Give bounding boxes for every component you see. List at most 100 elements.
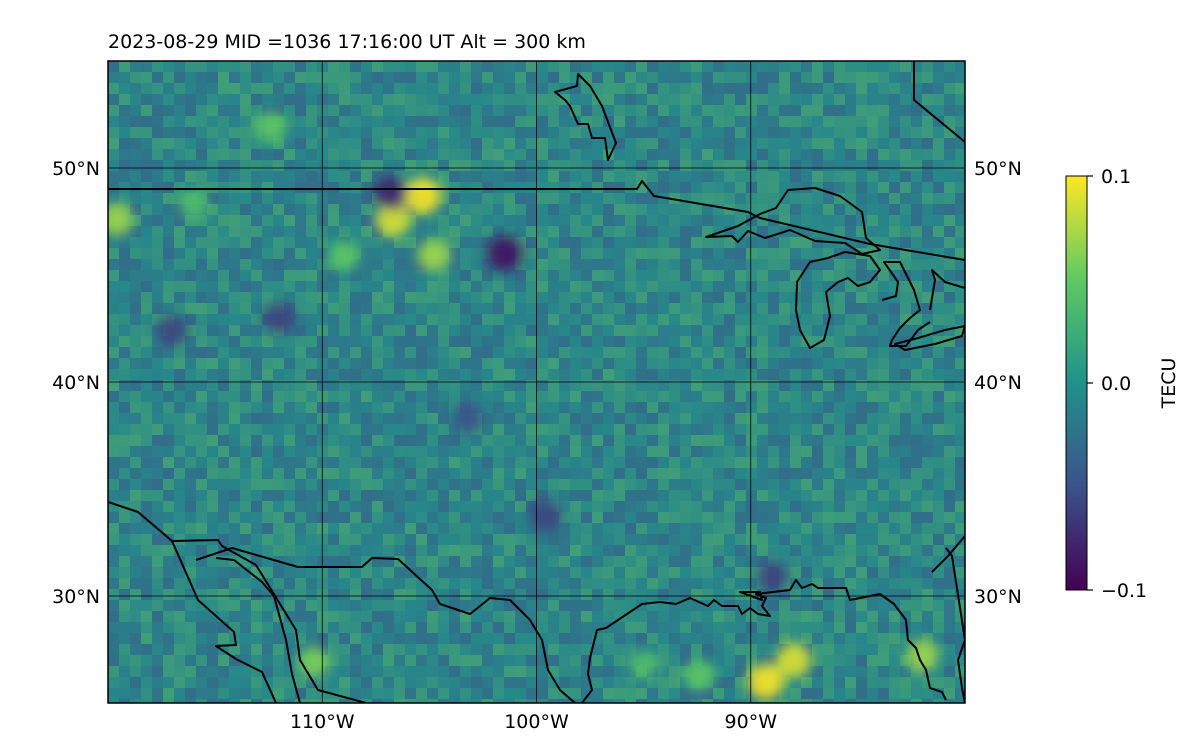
tec-cell xyxy=(669,237,680,248)
tec-cell xyxy=(174,611,185,622)
tec-cell xyxy=(218,105,229,116)
tec-cell xyxy=(856,193,867,204)
tec-cell xyxy=(680,490,691,501)
tec-cell xyxy=(185,72,196,83)
tec-cell xyxy=(636,611,647,622)
tec-cell xyxy=(185,622,196,633)
tec-cell xyxy=(174,347,185,358)
tec-cell xyxy=(229,226,240,237)
tec-cell xyxy=(273,600,284,611)
tec-cell xyxy=(262,215,273,226)
tec-cell xyxy=(207,83,218,94)
tec-cell xyxy=(625,424,636,435)
tec-cell xyxy=(229,424,240,435)
tec-cell xyxy=(812,622,823,633)
tec-cell xyxy=(449,468,460,479)
tec-cell xyxy=(306,237,317,248)
tec-cell xyxy=(856,699,867,703)
tec-cell xyxy=(801,622,812,633)
tec-cell xyxy=(735,391,746,402)
tec-cell xyxy=(361,589,372,600)
tec-cell xyxy=(504,413,515,424)
tec-cell xyxy=(559,556,570,567)
tec-cell xyxy=(273,413,284,424)
tec-cell xyxy=(702,622,713,633)
tec-cell xyxy=(845,281,856,292)
tec-cell xyxy=(350,655,361,666)
tec-cell xyxy=(845,622,856,633)
tec-cell xyxy=(350,457,361,468)
tec-cell xyxy=(251,72,262,83)
tec-cell xyxy=(900,116,911,127)
tec-cell xyxy=(460,160,471,171)
tec-cell xyxy=(548,644,559,655)
tec-cell xyxy=(515,72,526,83)
tec-cell xyxy=(427,490,438,501)
tec-cell xyxy=(922,622,933,633)
tec-cell xyxy=(757,237,768,248)
tec-cell xyxy=(867,501,878,512)
tec-cell xyxy=(845,556,856,567)
tec-cell xyxy=(570,523,581,534)
tec-cell xyxy=(273,666,284,677)
tec-cell xyxy=(251,501,262,512)
tec-cell xyxy=(878,468,889,479)
tec-cell xyxy=(295,545,306,556)
tec-cell xyxy=(163,138,174,149)
tec-cell xyxy=(449,677,460,688)
tec-cell xyxy=(163,468,174,479)
tec-cell xyxy=(339,105,350,116)
tec-cell xyxy=(746,556,757,567)
tec-cell xyxy=(174,468,185,479)
tec-cell xyxy=(273,248,284,259)
tec-cell xyxy=(152,589,163,600)
tec-cell xyxy=(944,501,955,512)
tec-cell xyxy=(460,512,471,523)
tec-cell xyxy=(944,314,955,325)
tec-cell xyxy=(196,149,207,160)
tec-cell xyxy=(339,171,350,182)
tec-cell xyxy=(592,556,603,567)
tec-cell xyxy=(460,435,471,446)
tec-cell xyxy=(768,325,779,336)
tec-cell xyxy=(526,435,537,446)
tec-cell xyxy=(658,325,669,336)
tec-cell xyxy=(438,270,449,281)
tec-cell xyxy=(911,182,922,193)
tec-cell xyxy=(669,501,680,512)
tec-cell xyxy=(570,72,581,83)
tec-cell xyxy=(856,127,867,138)
tec-cell xyxy=(361,699,372,703)
tec-cell xyxy=(405,61,416,72)
tec-cell xyxy=(922,204,933,215)
tec-cell xyxy=(537,490,548,501)
tec-cell xyxy=(185,523,196,534)
tec-cell xyxy=(339,688,350,699)
tec-cell xyxy=(504,336,515,347)
tec-cell xyxy=(295,479,306,490)
tec-cell xyxy=(141,413,152,424)
tec-cell xyxy=(251,325,262,336)
tec-cell xyxy=(889,314,900,325)
tec-cell xyxy=(779,237,790,248)
tec-cell xyxy=(713,72,724,83)
tec-cell xyxy=(867,633,878,644)
tec-cell xyxy=(438,424,449,435)
tec-cell xyxy=(295,259,306,270)
tec-cell xyxy=(878,457,889,468)
tec-cell xyxy=(757,699,768,703)
tec-cell xyxy=(482,633,493,644)
tec-cell xyxy=(724,248,735,259)
tec-cell xyxy=(724,512,735,523)
tec-cell xyxy=(416,215,427,226)
tec-cell xyxy=(482,578,493,589)
tec-cell xyxy=(867,369,878,380)
tec-cell xyxy=(372,105,383,116)
tec-cell xyxy=(405,600,416,611)
tec-cell xyxy=(669,226,680,237)
tec-cell xyxy=(856,380,867,391)
tec-cell xyxy=(735,567,746,578)
tec-cell xyxy=(779,127,790,138)
tec-cell xyxy=(515,292,526,303)
tec-cell xyxy=(218,72,229,83)
